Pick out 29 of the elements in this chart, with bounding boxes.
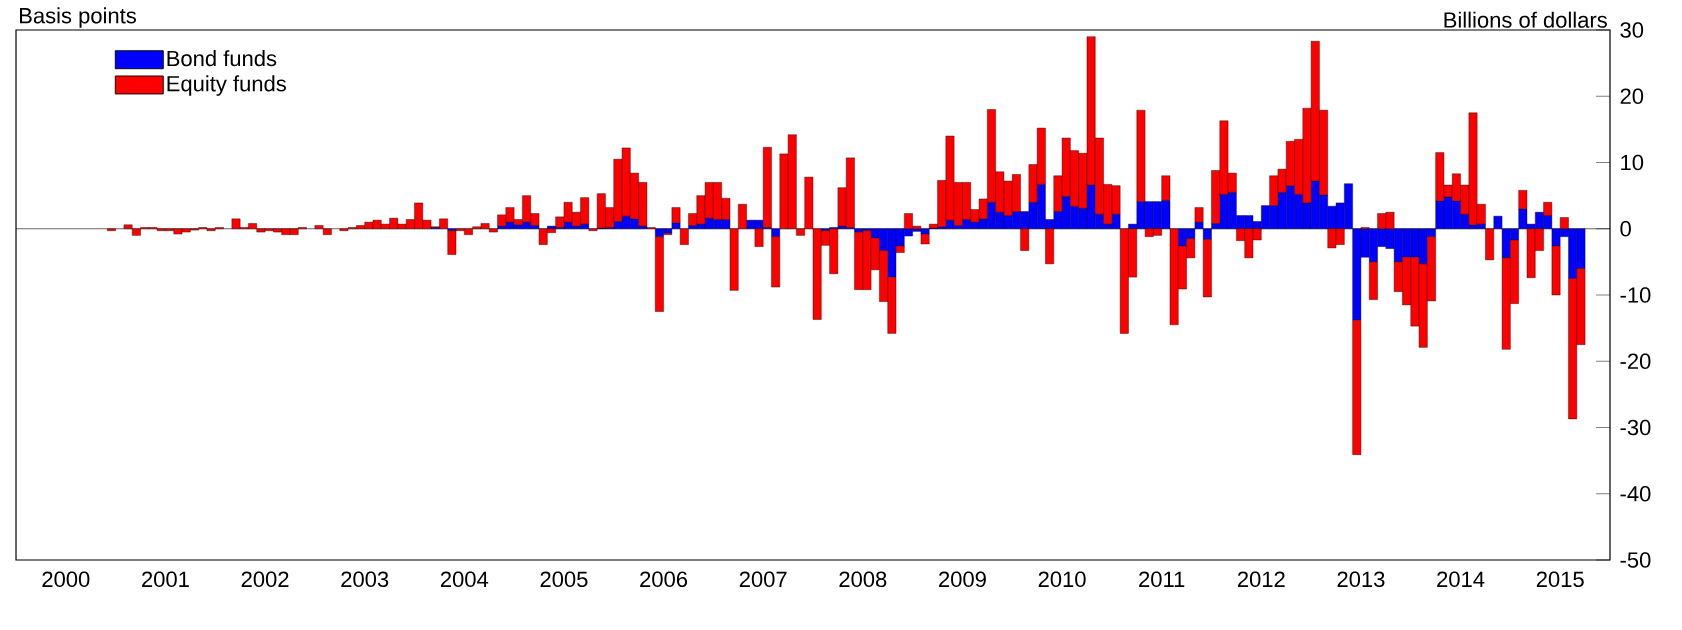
x-tick-label: 2015 [1536, 571, 1584, 588]
x-tick-label: 2007 [739, 571, 787, 588]
y-tick-label: -10 [1620, 287, 1651, 303]
x-tick-label: 2013 [1337, 571, 1385, 588]
x-tick-label: 2005 [540, 571, 588, 588]
y-axis-title: Billions of dollars [1444, 11, 1607, 28]
y-tick-label: 10 [1621, 154, 1644, 171]
x-tick-label: 2009 [939, 571, 986, 588]
x-tick-label: 2008 [839, 571, 887, 588]
y-tick-label: -50 [1620, 552, 1651, 568]
y-tick-label: -20 [1620, 353, 1651, 370]
x-tick-label: 2004 [440, 571, 489, 588]
y-tick-label: 20 [1620, 88, 1644, 105]
x-tick-label: 2006 [640, 571, 688, 588]
x-tick-label: 2001 [142, 571, 189, 588]
y-tick-label: 30 [1620, 22, 1644, 38]
legend-label: Equity funds [167, 75, 286, 96]
x-tick-label: 2002 [241, 571, 289, 588]
x-tick-label: 2003 [341, 571, 389, 588]
x-tick-label: 2014 [1437, 571, 1485, 588]
x-tick-label: 2000 [42, 571, 90, 588]
y-tick-label: -30 [1620, 419, 1651, 436]
text: Basis points [20, 7, 136, 28]
x-tick-label: 2010 [1038, 571, 1086, 588]
legend-label: Bond funds [167, 50, 277, 67]
x-tick-label: 2012 [1237, 571, 1285, 588]
y-tick-label: -40 [1620, 485, 1651, 502]
y-tick-label: 0 [1620, 220, 1631, 237]
x-tick-label: 2011 [1139, 571, 1185, 588]
